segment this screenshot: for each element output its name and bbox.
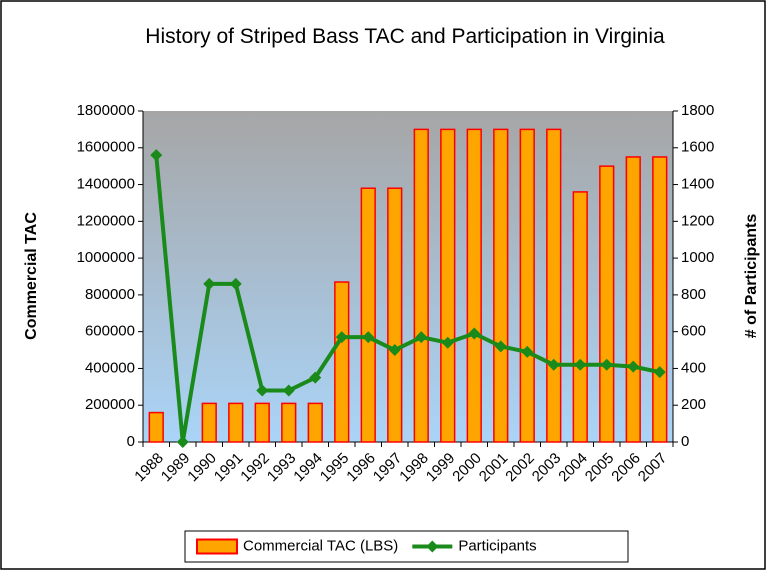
marker bbox=[150, 149, 163, 162]
bar bbox=[546, 128, 562, 443]
marker bbox=[494, 340, 507, 353]
bar bbox=[466, 128, 482, 443]
y2-axis-label: # of Participants bbox=[743, 214, 760, 339]
bar bbox=[148, 411, 164, 443]
marker bbox=[653, 366, 666, 379]
legend-marker bbox=[426, 540, 439, 553]
marker bbox=[468, 327, 481, 340]
y2-tick-label: 1400 bbox=[681, 176, 714, 193]
marker bbox=[229, 277, 242, 290]
bar bbox=[440, 128, 456, 443]
chart-title: History of Striped Bass TAC and Particip… bbox=[145, 25, 665, 48]
y2-tick-label: 400 bbox=[681, 359, 706, 376]
y2-tick-label: 0 bbox=[681, 433, 689, 450]
marker bbox=[415, 331, 428, 344]
bar bbox=[519, 128, 535, 443]
bar bbox=[254, 402, 270, 443]
y-tick-label: 1600000 bbox=[77, 139, 135, 156]
marker bbox=[627, 360, 640, 373]
bar bbox=[387, 187, 403, 443]
marker bbox=[600, 358, 613, 371]
marker bbox=[335, 331, 348, 344]
y-tick-label: 1000000 bbox=[77, 249, 135, 266]
marker bbox=[176, 436, 189, 448]
bar bbox=[493, 128, 509, 443]
y-axis-label: Commercial TAC bbox=[23, 212, 40, 340]
marker bbox=[574, 358, 587, 371]
legend-label: Commercial TAC (LBS) bbox=[243, 537, 398, 554]
y-tick-label: 0 bbox=[127, 433, 135, 450]
y2-tick-label: 200 bbox=[681, 396, 706, 413]
bar bbox=[572, 191, 588, 443]
legend-label: Participants bbox=[458, 537, 536, 554]
y-tick-label: 400000 bbox=[85, 359, 135, 376]
y2-tick-label: 1800 bbox=[681, 102, 714, 119]
legend bbox=[184, 530, 629, 563]
bar bbox=[281, 402, 297, 443]
marker bbox=[362, 331, 375, 344]
marker bbox=[256, 384, 269, 397]
bar bbox=[625, 156, 641, 443]
y-tick-label: 1800000 bbox=[77, 102, 135, 119]
y-tick-label: 600000 bbox=[85, 323, 135, 340]
y-tick-label: 1200000 bbox=[77, 212, 135, 229]
bar bbox=[228, 402, 244, 443]
bar bbox=[413, 128, 429, 443]
legend-swatch bbox=[196, 538, 238, 555]
bar bbox=[652, 156, 668, 443]
y2-tick-label: 1200 bbox=[681, 212, 714, 229]
bar bbox=[599, 165, 615, 443]
bar bbox=[334, 281, 350, 443]
y2-tick-label: 600 bbox=[681, 323, 706, 340]
plot-area bbox=[143, 111, 673, 442]
bar bbox=[307, 402, 323, 443]
y2-tick-label: 800 bbox=[681, 286, 706, 303]
marker bbox=[388, 344, 401, 357]
marker bbox=[521, 345, 534, 358]
bar bbox=[360, 187, 376, 443]
marker bbox=[203, 277, 216, 290]
y-tick-label: 800000 bbox=[85, 286, 135, 303]
marker bbox=[309, 371, 322, 384]
marker bbox=[441, 336, 454, 349]
y-tick-label: 200000 bbox=[85, 396, 135, 413]
y-tick-label: 1400000 bbox=[77, 176, 135, 193]
marker bbox=[282, 384, 295, 397]
y2-tick-label: 1000 bbox=[681, 249, 714, 266]
y2-tick-label: 1600 bbox=[681, 139, 714, 156]
marker bbox=[547, 358, 560, 371]
bar bbox=[201, 402, 217, 443]
